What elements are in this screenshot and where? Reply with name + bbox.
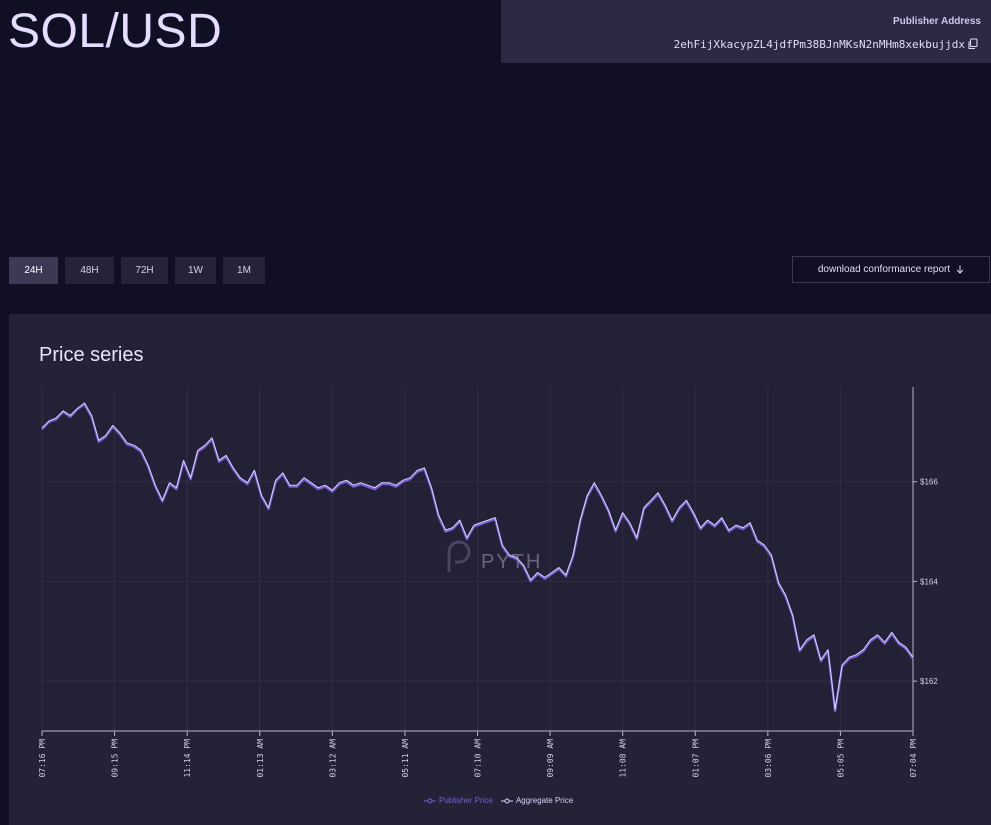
range-48h-button[interactable]: 48H [65,257,114,284]
legend-aggregate-marker [500,798,513,803]
copy-icon[interactable] [967,38,979,50]
legend-aggregate-price[interactable]: Aggregate Price [500,796,574,805]
legend-aggregate-label: Aggregate Price [515,796,574,805]
series-line-aggregate-price [41,402,914,711]
pyth-logo-stroke [447,540,471,572]
arrow-down-icon [956,265,964,274]
range-1w-button[interactable]: 1W [175,257,216,284]
x-tick-label: 11:14 PM [183,739,192,778]
x-tick-label: 09:09 AM [546,739,555,778]
x-tick-label: 01:13 AM [256,739,265,778]
series-line-publisher-price [41,403,914,713]
publisher-address-value[interactable]: 2ehFijXkacypZL4jdfPm38BJnMKsN2nMHm8xekbu… [673,38,965,51]
time-range-selector: 24H 48H 72H 1W 1M [9,257,265,284]
pyth-logo-icon [447,540,471,572]
publisher-address-box: Publisher Address 2ehFijXkacypZL4jdfPm38… [501,0,991,63]
price-series-panel: Price series PYTH 07:16 PM 09:15 PM 11:14 P… [9,314,991,825]
x-tick-label: 07:10 AM [474,739,483,778]
x-tick-label: 07:16 PM [38,739,47,778]
x-tick-label: 05:11 AM [401,739,410,778]
y-tick-label: $162 [920,677,938,686]
chart-legend: Publisher Price Aggregate Price [424,796,573,805]
legend-publisher-label: Publisher Price [439,796,493,805]
y-tick-label: $164 [920,577,938,586]
page-title: SOL/USD [8,5,223,58]
watermark-text: PYTH [481,551,542,573]
download-conformance-report-button[interactable]: download conformance report [792,256,990,283]
download-button-label: download conformance report [817,264,951,275]
range-24h-button[interactable]: 24H [9,257,58,284]
range-1m-button[interactable]: 1M [223,257,265,284]
publisher-address-label: Publisher Address [893,16,981,27]
x-tick-label: 11:08 AM [619,739,628,778]
price-series-chart: PYTH 07:16 PM 09:15 PM 11:14 PM 01:13 AM 03:1… [38,387,938,778]
legend-publisher-price[interactable]: Publisher Price [424,796,493,805]
x-tick-label: 03:06 PM [764,739,773,778]
panel-title: Price series [39,344,144,366]
x-tick-label: 03:12 AM [328,739,337,778]
x-tick-label: 07:04 PM [909,739,918,778]
x-tick-label: 09:15 PM [111,739,120,778]
range-72h-button[interactable]: 72H [121,257,168,284]
x-tick-label: 05:05 PM [836,739,845,778]
x-tick-label: 01:07 PM [691,739,700,778]
legend-publisher-marker [424,798,436,803]
y-tick-label: $166 [920,478,938,487]
